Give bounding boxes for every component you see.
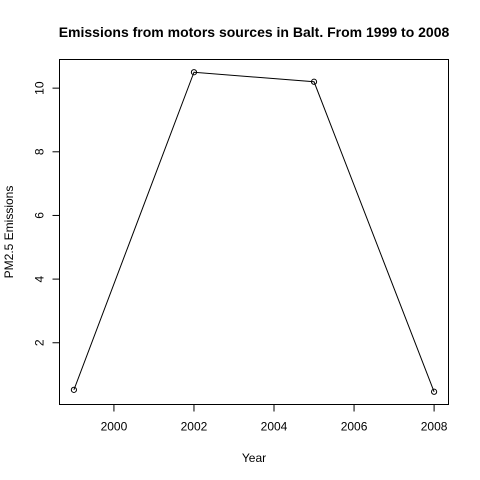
plot-frame	[59, 59, 449, 405]
data-point	[70, 386, 78, 393]
y-axis: 2 4 6 8 10	[33, 81, 60, 346]
series-line	[73, 71, 435, 392]
y-tick-label: 2	[33, 339, 47, 346]
y-axis-label: PM2.5 Emissions	[2, 186, 16, 279]
series-group	[70, 69, 438, 395]
data-point	[310, 78, 318, 85]
chart-title: Emissions from motors sources in Balt. F…	[59, 24, 450, 40]
x-tick-label: 2008	[421, 420, 448, 434]
data-point	[430, 388, 438, 395]
x-tick-label: 2004	[261, 420, 288, 434]
x-tick-label: 2000	[101, 420, 128, 434]
y-tick-label: 6	[33, 212, 47, 219]
y-tick-label: 4	[33, 275, 47, 282]
x-tick-label: 2006	[341, 420, 368, 434]
x-axis-label: Year	[242, 451, 266, 465]
x-axis: 2000 2002 2004 2006 2008	[101, 404, 448, 434]
x-tick-label: 2002	[181, 420, 208, 434]
data-point	[190, 69, 198, 76]
y-tick-label: 10	[33, 81, 47, 95]
y-tick-label: 8	[33, 148, 47, 155]
